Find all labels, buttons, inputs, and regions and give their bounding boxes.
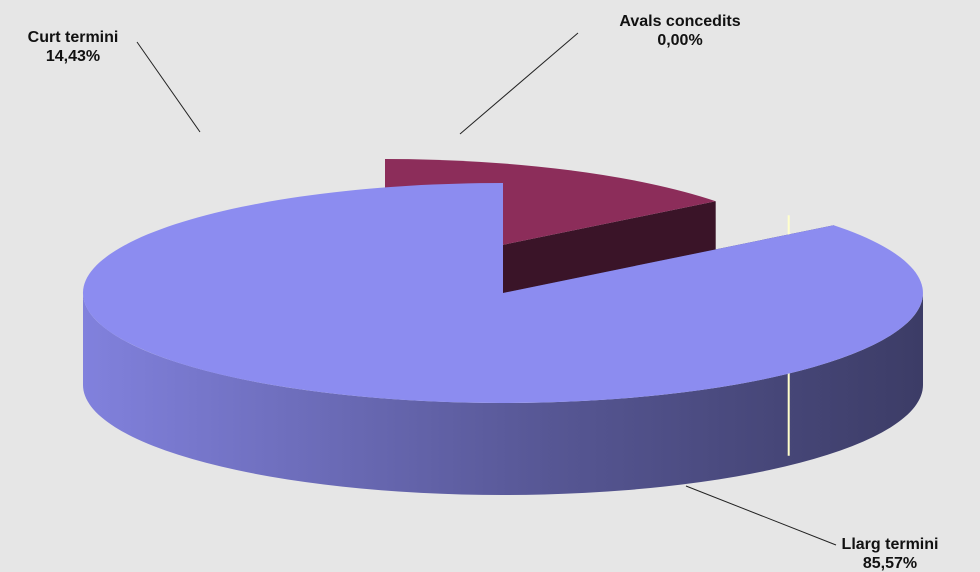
leader-line-curt-termini bbox=[136, 41, 201, 133]
data-label-name-llarg-termini: Llarg termini bbox=[842, 536, 939, 553]
data-label-avals-concedits: Avals concedits 0,00% bbox=[619, 13, 740, 49]
data-label-llarg-termini: Llarg termini 85,57% bbox=[842, 536, 939, 572]
pie-slice-rim-llarg-termini-0 bbox=[83, 293, 923, 495]
data-label-value-avals-concedits: 0,00% bbox=[657, 32, 702, 49]
data-label-name-avals-concedits: Avals concedits bbox=[619, 13, 740, 30]
leader-line-llarg-termini bbox=[685, 485, 837, 546]
data-label-name-curt-termini: Curt termini bbox=[28, 29, 119, 46]
data-label-value-curt-termini: 14,43% bbox=[46, 48, 100, 65]
pie-slice-llarg-termini bbox=[82, 182, 923, 403]
data-label-curt-termini: Curt termini 14,43% bbox=[28, 29, 119, 65]
data-label-value-llarg-termini: 85,57% bbox=[863, 555, 917, 572]
leader-line-avals-concedits bbox=[459, 32, 579, 135]
pie-data-labels: Curt termini 14,43% Avals concedits 0,00% Ll… bbox=[28, 13, 939, 572]
pie-top-faces bbox=[82, 159, 923, 456]
